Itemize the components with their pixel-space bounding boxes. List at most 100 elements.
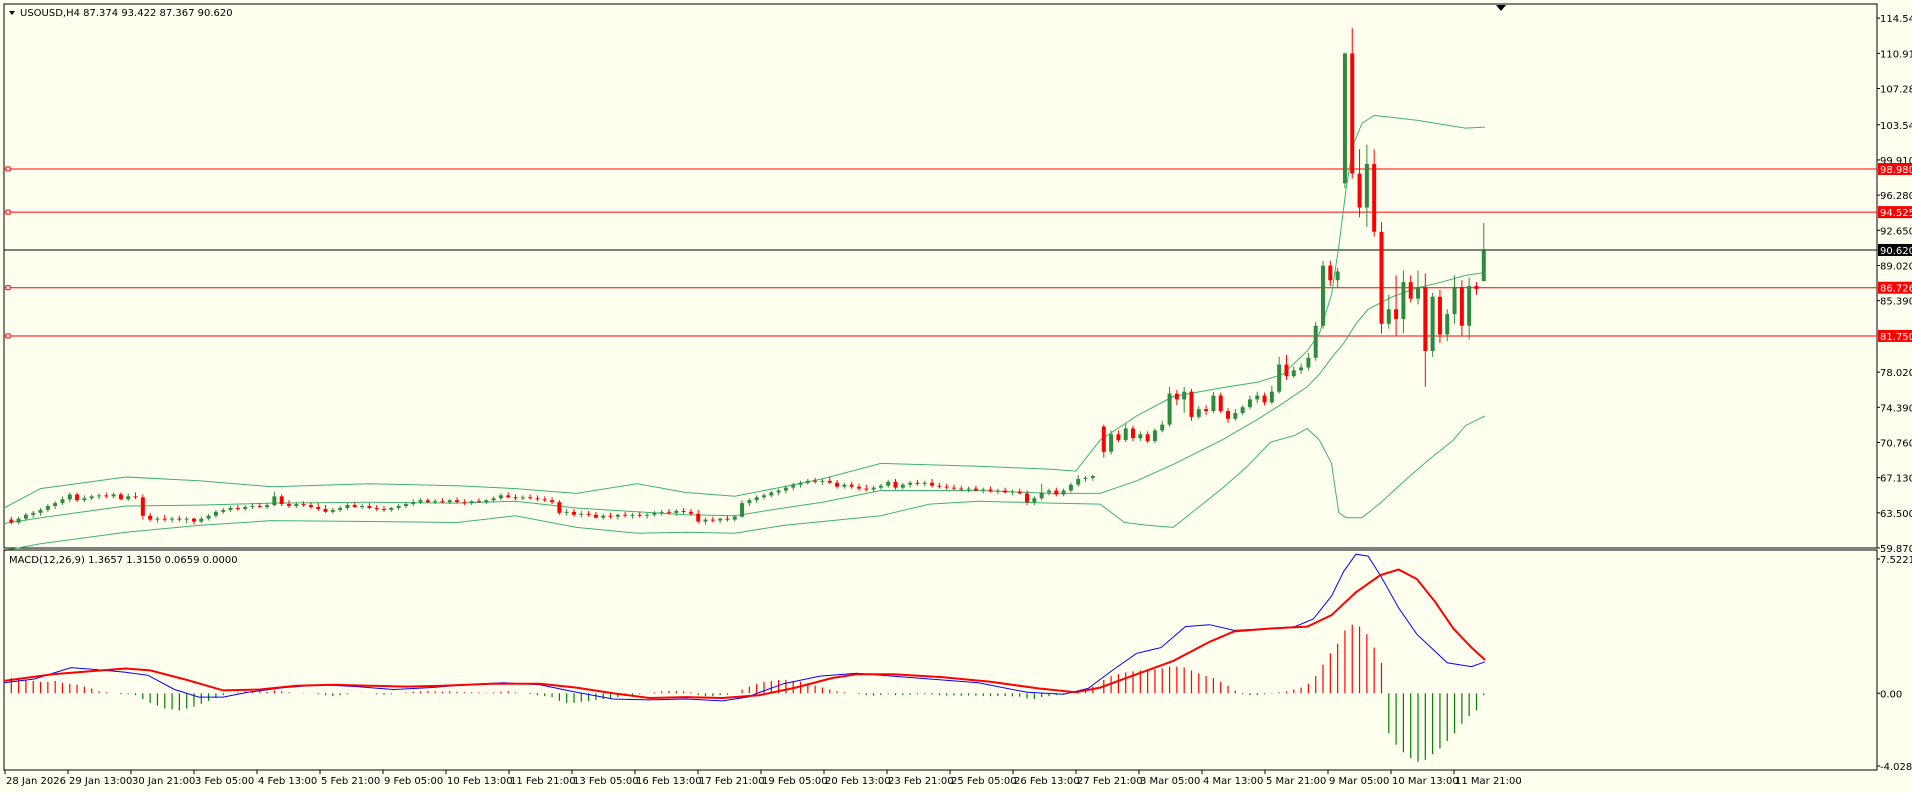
candle bbox=[791, 482, 796, 491]
candle bbox=[82, 495, 87, 503]
candle-body bbox=[564, 511, 569, 513]
candle bbox=[1196, 406, 1201, 419]
candle-body bbox=[16, 518, 21, 523]
time-tick-label: 17 Feb 21:00 bbox=[699, 776, 765, 787]
candle bbox=[360, 504, 365, 509]
candle-body bbox=[1174, 393, 1179, 400]
candle bbox=[849, 481, 854, 489]
candle bbox=[601, 513, 606, 520]
candle-body bbox=[805, 480, 810, 483]
candle bbox=[1211, 391, 1216, 413]
candle bbox=[1335, 267, 1340, 288]
price-panel-frame bbox=[3, 3, 1878, 549]
candle bbox=[1416, 270, 1421, 305]
time-tick-label: 9 Feb 05:00 bbox=[384, 776, 443, 787]
candle bbox=[1189, 388, 1194, 421]
candle bbox=[1372, 149, 1377, 237]
candle bbox=[1386, 294, 1391, 329]
candle bbox=[440, 498, 445, 504]
candle-body bbox=[886, 481, 891, 486]
candle-body bbox=[213, 511, 218, 516]
bollinger-lower bbox=[3, 415, 1486, 552]
macd-panel[interactable]: MACD(12,26,9) 1.3657 1.3150 0.0659 0.000… bbox=[3, 549, 1878, 771]
candle-body bbox=[82, 498, 87, 501]
candle bbox=[835, 479, 840, 489]
candle-body bbox=[360, 506, 365, 508]
candle-body bbox=[265, 505, 270, 508]
candle-body bbox=[440, 501, 445, 503]
candle bbox=[564, 508, 569, 516]
candle-body bbox=[944, 486, 949, 488]
candle-body bbox=[294, 504, 299, 507]
candle-body bbox=[1335, 271, 1340, 281]
candle-body bbox=[381, 508, 386, 510]
candle-body bbox=[425, 500, 430, 503]
candle bbox=[732, 514, 737, 522]
candle bbox=[1226, 408, 1231, 423]
macd-tick-label: 7.5221 bbox=[1880, 555, 1912, 566]
candle bbox=[418, 498, 423, 505]
candle bbox=[1083, 475, 1088, 482]
candle-body bbox=[1328, 265, 1333, 281]
candle bbox=[250, 503, 255, 509]
candle bbox=[1123, 423, 1128, 443]
candle bbox=[1090, 475, 1095, 481]
candle bbox=[38, 507, 43, 516]
level-handle bbox=[5, 285, 11, 291]
candle bbox=[1291, 366, 1296, 379]
candle-body bbox=[104, 495, 109, 497]
candle bbox=[45, 504, 50, 512]
candle-body bbox=[688, 511, 693, 514]
candle-body bbox=[1145, 434, 1150, 442]
time-tick-label: 28 Jan 2026 bbox=[6, 776, 66, 787]
candle-body bbox=[601, 515, 606, 518]
candle bbox=[718, 517, 723, 524]
candle-body bbox=[403, 504, 408, 507]
candle-body bbox=[842, 484, 847, 487]
candle-body bbox=[1196, 409, 1201, 417]
candle-body bbox=[710, 519, 715, 521]
candle bbox=[674, 508, 679, 516]
candle bbox=[96, 493, 101, 500]
candle bbox=[9, 516, 14, 525]
time-tick-label: 19 Feb 05:00 bbox=[762, 776, 828, 787]
price-panel[interactable]: USOUSD,H4 87.374 93.422 87.367 90.620 bbox=[3, 3, 1878, 552]
level-price-tag-bg bbox=[1878, 329, 1912, 342]
time-tick-label: 26 Feb 13:00 bbox=[1014, 776, 1080, 787]
candle-body bbox=[1372, 163, 1377, 232]
current-price-tag-bg bbox=[1878, 243, 1912, 256]
candle-body bbox=[835, 482, 840, 487]
candle-body bbox=[462, 502, 467, 504]
candle-body bbox=[118, 494, 123, 500]
candle-body bbox=[681, 510, 686, 512]
candle bbox=[645, 512, 650, 519]
candle-body bbox=[199, 518, 204, 522]
collapse-triangle-icon[interactable] bbox=[9, 11, 15, 15]
candle-body bbox=[1101, 426, 1106, 452]
candle bbox=[1277, 356, 1282, 394]
candle-body bbox=[871, 487, 876, 490]
candle-body bbox=[579, 513, 584, 515]
candle-body bbox=[1240, 407, 1245, 413]
candle-body bbox=[38, 509, 43, 513]
level-handle bbox=[5, 209, 11, 215]
candle bbox=[433, 499, 438, 505]
candle bbox=[783, 485, 788, 494]
candle-body bbox=[498, 495, 503, 499]
chart-shift-marker-icon[interactable] bbox=[1496, 5, 1506, 11]
candle bbox=[710, 516, 715, 523]
candle-body bbox=[1083, 477, 1088, 479]
candle-body bbox=[111, 494, 116, 497]
candle bbox=[1025, 490, 1030, 506]
candle bbox=[367, 503, 372, 509]
candle-body bbox=[608, 515, 613, 517]
candle-body bbox=[951, 487, 956, 489]
candle bbox=[769, 490, 774, 498]
time-tick-label: 9 Mar 05:00 bbox=[1329, 776, 1389, 787]
candle bbox=[1306, 352, 1311, 371]
macd-lines bbox=[3, 553, 1486, 702]
symbol-header: USOUSD,H4 87.374 93.422 87.367 90.620 bbox=[20, 8, 233, 19]
current-price-tag: 90.620 bbox=[1880, 246, 1912, 257]
candle bbox=[301, 501, 306, 508]
